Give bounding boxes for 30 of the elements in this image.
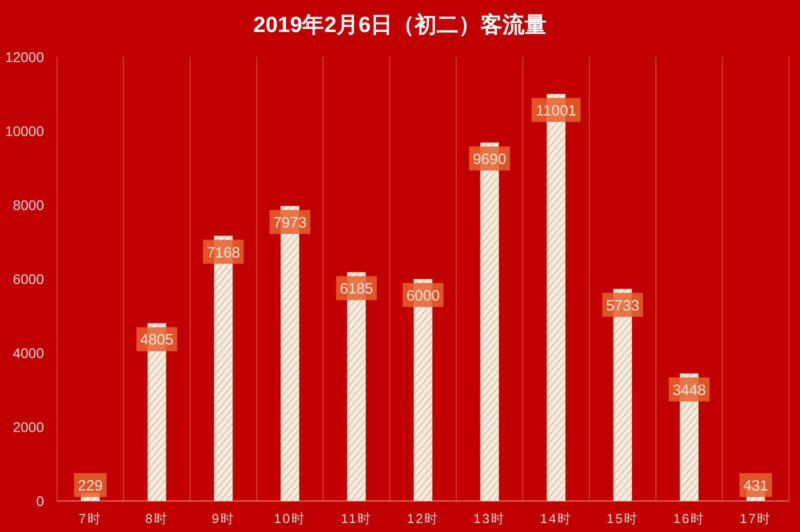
- data-label: 11001: [536, 102, 576, 120]
- x-tick-label: 17时: [740, 511, 772, 526]
- x-tick-label: 14时: [540, 511, 572, 526]
- x-tick-label: 11时: [340, 511, 372, 526]
- x-tick-label: 15时: [606, 511, 639, 526]
- data-label: 5733: [606, 297, 640, 314]
- x-tick-label: 7时: [78, 511, 102, 526]
- y-tick-label: 0: [36, 493, 44, 509]
- x-tick-label: 16时: [673, 511, 706, 526]
- data-label: 6185: [340, 280, 374, 298]
- y-tick-label: 4000: [12, 345, 44, 361]
- x-tick-label: 8时: [145, 511, 168, 526]
- x-tick-label: 9时: [212, 511, 235, 526]
- y-tick-label: 10000: [5, 123, 44, 139]
- y-tick-label: 12000: [5, 49, 44, 65]
- y-tick-label: 6000: [12, 271, 44, 287]
- x-tick-label: 13时: [474, 511, 506, 526]
- chart-title: 2019年2月6日（初二）客流量: [253, 12, 547, 37]
- data-label: 3448: [672, 382, 706, 399]
- data-label: 431: [743, 478, 768, 494]
- data-label: 9690: [472, 150, 506, 168]
- data-label: 229: [78, 478, 103, 494]
- x-tick-label: 10时: [274, 511, 306, 526]
- data-label: 6000: [406, 288, 440, 304]
- x-tick-label: 12时: [407, 511, 439, 526]
- data-label: 4805: [140, 332, 174, 349]
- y-tick-label: 2000: [12, 419, 44, 435]
- data-label: 7168: [206, 244, 240, 262]
- y-tick-label: 8000: [12, 197, 44, 213]
- data-label: 7973: [273, 214, 307, 232]
